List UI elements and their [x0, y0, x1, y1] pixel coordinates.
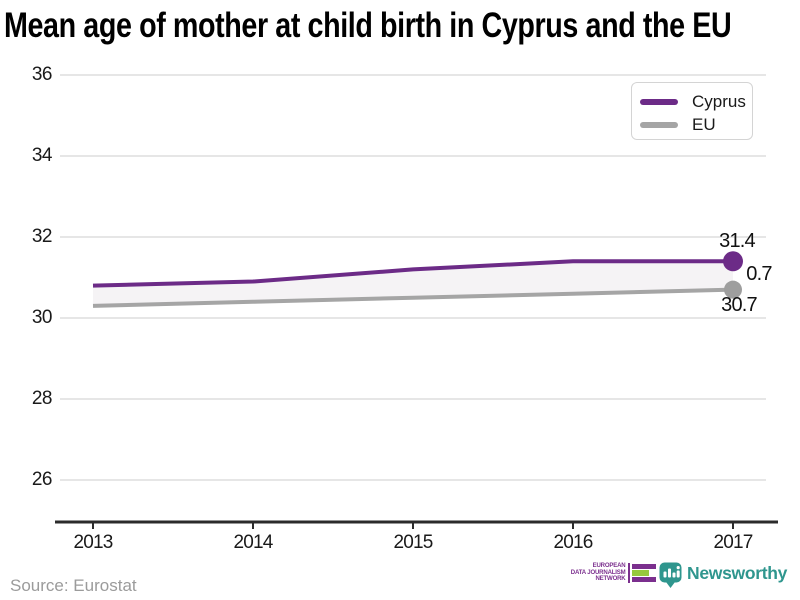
gap-value-label: 0.7 [746, 263, 772, 285]
eu-swatch-icon [640, 122, 678, 128]
newsworthy-label: Newsworthy [687, 563, 788, 583]
cyprus-end-dot [723, 251, 743, 272]
legend-item-cyprus: Cyprus [640, 91, 746, 113]
legend-label: EU [692, 115, 716, 134]
series-gap-area [93, 261, 733, 306]
cyprus-line [92, 259, 733, 288]
cyprus-value-label: 31.4 [719, 230, 756, 252]
y-tick-label: 36 [31, 64, 53, 85]
eu-end-dot [724, 280, 742, 299]
edjn-line: DATA JOURNALISM [570, 568, 626, 576]
x-tick-label: 2015 [393, 532, 433, 553]
legend-label: Cyprus [692, 92, 746, 111]
edjn-bar [631, 563, 656, 570]
edjn-rule [627, 563, 630, 583]
x-tick-label: 2016 [553, 532, 593, 553]
eu-value-label: 30.7 [721, 294, 758, 316]
eu-line [92, 287, 734, 308]
newsworthy-chart-bubble-icon [659, 562, 682, 588]
y-tick-label: 26 [31, 469, 53, 490]
x-tick-label: 2013 [73, 532, 113, 553]
source-note: Source: Eurostat [10, 576, 137, 595]
y-tick-label: 32 [31, 226, 53, 247]
edjn-bar [631, 570, 649, 576]
newsworthy-logo: Newsworthy [659, 562, 787, 589]
y-tick-label: 30 [31, 307, 53, 328]
edjn-line: NETWORK [595, 575, 626, 583]
x-tick-label: 2017 [713, 532, 753, 553]
y-tick-label: 28 [31, 388, 53, 409]
y-tick-label: 34 [31, 145, 53, 166]
edjn-line: EUROPEAN [592, 562, 626, 570]
edjn-logo-text: EUROPEAN DATA JOURNALISM NETWORK [570, 562, 626, 583]
legend-item-eu: EU [640, 114, 742, 136]
chart-title: Mean age of mother at child birth in Cyp… [4, 6, 732, 45]
edjn-logo: EUROPEAN DATA JOURNALISM NETWORK [566, 562, 656, 583]
x-tick-label: 2014 [233, 532, 273, 553]
cyprus-swatch-icon [640, 99, 678, 105]
edjn-bar [631, 576, 656, 583]
edjn-bars-icon [631, 563, 656, 583]
legend: Cyprus EU [631, 82, 753, 140]
